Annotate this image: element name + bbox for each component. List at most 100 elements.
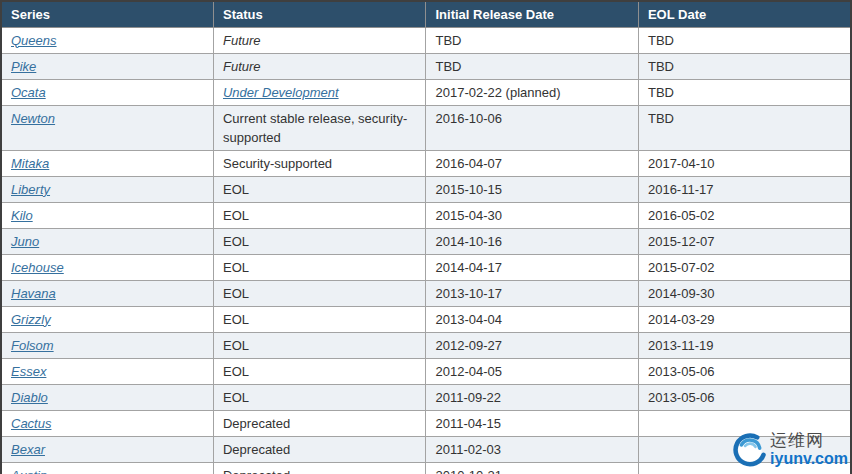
column-header-status: Status xyxy=(213,1,425,27)
series-link[interactable]: Queens xyxy=(11,33,57,48)
initial-release-date-cell: 2015-04-30 xyxy=(426,202,638,228)
series-cell: Newton xyxy=(1,105,213,150)
eol-date-cell: 2013-11-19 xyxy=(638,332,851,358)
eol-date-cell: TBD xyxy=(638,105,851,150)
series-link[interactable]: Folsom xyxy=(11,338,54,353)
series-cell: Cactus xyxy=(1,410,213,436)
status-text: EOL xyxy=(223,338,249,353)
series-cell: Queens xyxy=(1,27,213,53)
status-cell: Deprecated xyxy=(213,410,425,436)
series-cell: Liberty xyxy=(1,176,213,202)
initial-release-date-cell: 2017-02-22 (planned) xyxy=(426,79,638,105)
series-link[interactable]: Grizzly xyxy=(11,312,51,327)
series-link[interactable]: Liberty xyxy=(11,182,50,197)
status-text: Current stable release, security-support… xyxy=(223,111,407,145)
table-row: QueensFutureTBDTBD xyxy=(1,27,851,53)
eol-date-cell: TBD xyxy=(638,53,851,79)
table-row: Liberty EOL 2015-10-152016-11-17 xyxy=(1,176,851,202)
initial-release-date-cell: 2014-04-17 xyxy=(426,254,638,280)
table-row: GrizzlyEOL2013-04-042014-03-29 xyxy=(1,306,851,332)
initial-release-date-cell: TBD xyxy=(426,53,638,79)
series-cell: Essex xyxy=(1,358,213,384)
initial-release-date-cell: 2016-04-07 xyxy=(426,150,638,176)
series-cell: Diablo xyxy=(1,384,213,410)
initial-release-date-cell: 2015-10-15 xyxy=(426,176,638,202)
status-cell: EOL xyxy=(213,228,425,254)
series-link[interactable]: Bexar xyxy=(11,442,45,457)
eol-date-cell: 2013-05-06 xyxy=(638,358,851,384)
series-cell: Mitaka xyxy=(1,150,213,176)
eol-date-cell: TBD xyxy=(638,27,851,53)
eol-date-cell xyxy=(638,462,851,474)
eol-date-cell xyxy=(638,410,851,436)
initial-release-date-cell: 2011-04-15 xyxy=(426,410,638,436)
initial-release-date-cell: 2016-10-06 xyxy=(426,105,638,150)
series-link[interactable]: Austin xyxy=(11,468,47,474)
series-link[interactable]: Mitaka xyxy=(11,156,49,171)
status-cell: EOL xyxy=(213,384,425,410)
eol-date-cell: 2015-12-07 xyxy=(638,228,851,254)
status-text: Deprecated xyxy=(223,416,290,431)
series-link[interactable]: Pike xyxy=(11,59,36,74)
series-cell: Icehouse xyxy=(1,254,213,280)
table-row: Kilo EOL2015-04-302016-05-02 xyxy=(1,202,851,228)
initial-release-date-cell: 2014-10-16 xyxy=(426,228,638,254)
release-table: Series Status Initial Release Date EOL D… xyxy=(0,0,852,474)
table-row: Juno EOL 2014-10-162015-12-07 xyxy=(1,228,851,254)
status-cell: Under Development xyxy=(213,79,425,105)
series-link[interactable]: Havana xyxy=(11,286,56,301)
status-cell: Current stable release, security-support… xyxy=(213,105,425,150)
series-link[interactable]: Cactus xyxy=(11,416,51,431)
status-cell: Future xyxy=(213,53,425,79)
table-row: IcehouseEOL2014-04-172015-07-02 xyxy=(1,254,851,280)
status-cell: EOL xyxy=(213,358,425,384)
status-text: EOL xyxy=(223,364,249,379)
series-link[interactable]: Ocata xyxy=(11,85,46,100)
status-text: EOL xyxy=(223,234,249,249)
series-link[interactable]: Kilo xyxy=(11,208,33,223)
eol-date-cell: 2014-09-30 xyxy=(638,280,851,306)
table-row: Cactus Deprecated 2011-04-15 xyxy=(1,410,851,436)
series-cell: Grizzly xyxy=(1,306,213,332)
series-cell: Ocata xyxy=(1,79,213,105)
status-text: Deprecated xyxy=(223,468,290,474)
initial-release-date-cell: 2011-09-22 xyxy=(426,384,638,410)
series-cell: Folsom xyxy=(1,332,213,358)
status-cell: Deprecated xyxy=(213,436,425,462)
status-text: EOL xyxy=(223,390,249,405)
series-cell: Austin xyxy=(1,462,213,474)
status-text: EOL xyxy=(223,182,249,197)
table-row: BexarDeprecated2011-02-03 xyxy=(1,436,851,462)
eol-date-cell: 2016-11-17 xyxy=(638,176,851,202)
series-link[interactable]: Icehouse xyxy=(11,260,64,275)
initial-release-date-cell: 2012-09-27 xyxy=(426,332,638,358)
status-text[interactable]: Under Development xyxy=(223,85,339,100)
page: Series Status Initial Release Date EOL D… xyxy=(0,0,852,474)
eol-date-cell: TBD xyxy=(638,79,851,105)
table-row: Essex EOL 2012-04-052013-05-06 xyxy=(1,358,851,384)
eol-date-cell: 2014-03-29 xyxy=(638,306,851,332)
status-cell: EOL xyxy=(213,332,425,358)
table-row: Austin Deprecated 2010-10-21 xyxy=(1,462,851,474)
series-link[interactable]: Essex xyxy=(11,364,46,379)
series-link[interactable]: Diablo xyxy=(11,390,48,405)
status-text: EOL xyxy=(223,312,249,327)
series-link[interactable]: Juno xyxy=(11,234,39,249)
status-text: Deprecated xyxy=(223,442,290,457)
status-cell: Deprecated xyxy=(213,462,425,474)
initial-release-date-cell: 2013-10-17 xyxy=(426,280,638,306)
series-cell: Bexar xyxy=(1,436,213,462)
initial-release-date-cell: 2012-04-05 xyxy=(426,358,638,384)
status-cell: Security-supported xyxy=(213,150,425,176)
header-row: Series Status Initial Release Date EOL D… xyxy=(1,1,851,27)
column-header-eol-date: EOL Date xyxy=(638,1,851,27)
table-row: Folsom EOL 2012-09-272013-11-19 xyxy=(1,332,851,358)
series-link[interactable]: Newton xyxy=(11,111,55,126)
eol-date-cell: 2015-07-02 xyxy=(638,254,851,280)
initial-release-date-cell: 2010-10-21 xyxy=(426,462,638,474)
eol-date-cell: 2016-05-02 xyxy=(638,202,851,228)
table-row: DiabloEOL2011-09-222013-05-06 xyxy=(1,384,851,410)
table-row: MitakaSecurity-supported2016-04-072017-0… xyxy=(1,150,851,176)
status-text: Future xyxy=(223,33,261,48)
status-cell: EOL xyxy=(213,202,425,228)
